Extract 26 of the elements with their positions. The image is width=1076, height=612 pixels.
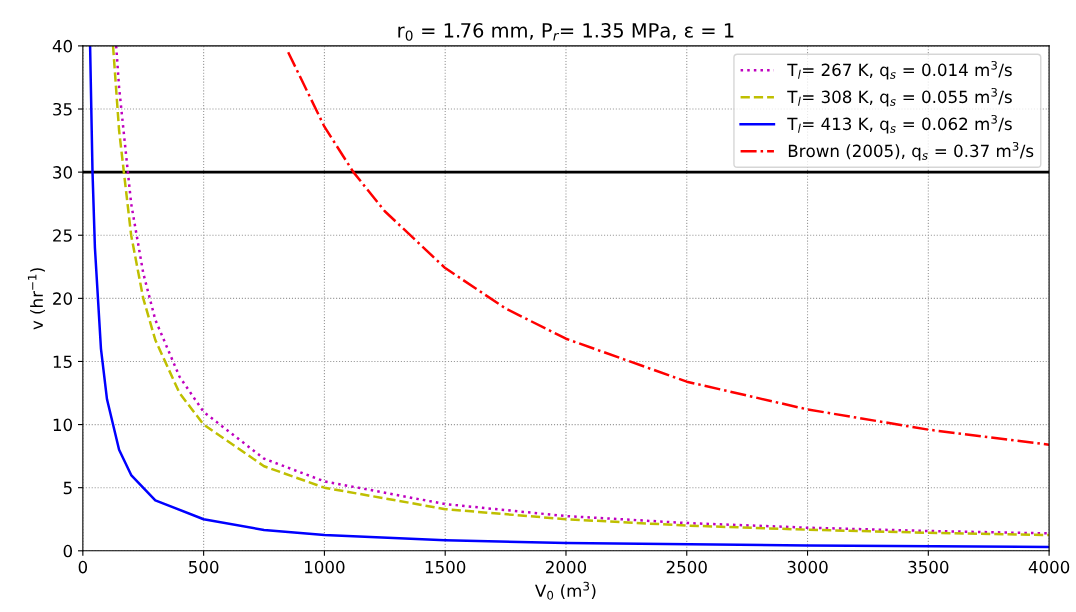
y-tick-label: 10 <box>53 418 73 432</box>
x-tick-label: 1500 <box>425 560 466 574</box>
y-tick-label: 25 <box>53 229 72 242</box>
legend-label: Brown (2005), q$_{s}$ = 0.37 m$^{3}$/s <box>788 141 1034 161</box>
x-tick-label: 2000 <box>545 560 587 574</box>
legend-label: T$_{l}$= 308 K, q$_{s}$ = 0.055 m$^{3}$/s <box>787 87 1012 107</box>
x-tick-label: 500 <box>189 560 219 574</box>
x-tick-label: 0 <box>78 560 88 574</box>
y-tick-label: 20 <box>53 292 73 305</box>
y-tick-label: 5 <box>63 481 72 495</box>
legend-label: T$_{l}$= 267 K, q$_{s}$ = 0.014 m$^{3}$/s <box>787 60 1012 80</box>
x-tick-label: 3000 <box>787 560 828 574</box>
y-tick-label: 15 <box>53 355 72 369</box>
x-tick-label: 3500 <box>908 560 949 574</box>
x-axis-title: V$_{0}$ (m$^{3}$) <box>535 581 596 600</box>
y-tick-label: 30 <box>53 166 73 179</box>
y-tick-label: 35 <box>53 102 72 116</box>
chart-title: r$_{0}$ = 1.76 mm, P$_{r}$= 1.35 MPa, ε = 1 <box>398 22 734 41</box>
y-axis-title: v (hr$^{−1}$) <box>27 268 45 330</box>
legend-label: T$_{l}$= 413 K, q$_{s}$ = 0.062 m$^{3}$/s <box>787 114 1012 134</box>
x-tick-label: 4000 <box>1028 560 1070 574</box>
y-tick-label: 0 <box>63 544 73 558</box>
y-tick-label: 40 <box>52 39 73 53</box>
x-tick-label: 1000 <box>305 560 345 574</box>
x-tick-label: 2500 <box>666 560 707 574</box>
line-series <box>286 50 1050 447</box>
